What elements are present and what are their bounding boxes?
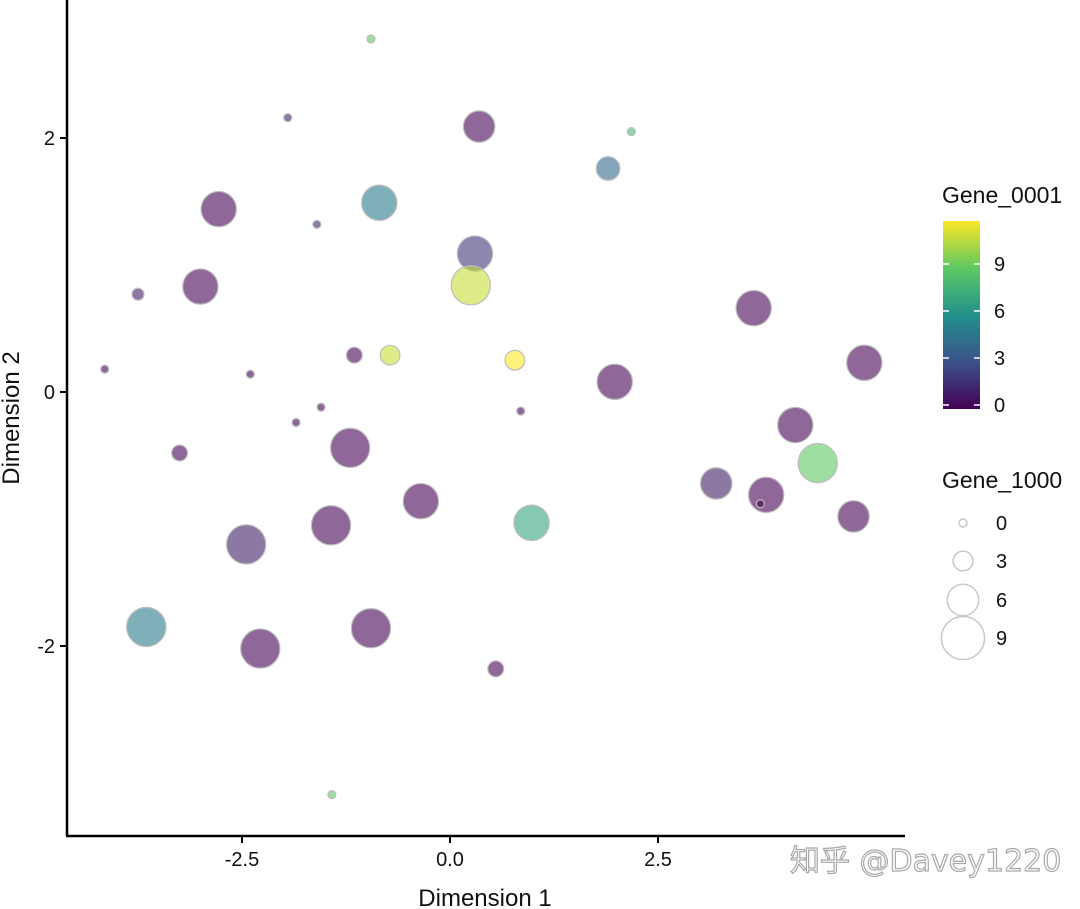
data-point [462,110,496,143]
data-point [777,406,814,444]
data-point [245,369,255,379]
data-point [846,344,883,382]
data-point [797,442,838,484]
data-point [487,660,505,678]
data-point [240,628,281,669]
watermark-text: 知乎 @Davey1220 [790,844,1061,879]
x-axis-title: Dimension 1 [418,885,551,909]
data-point [345,346,363,364]
size-legend-items: 0 3 6 9 [940,513,1007,661]
size-legend-label: 6 [996,590,1007,612]
data-point [291,417,301,428]
data-point [327,789,337,800]
data-point [596,363,633,401]
data-point [316,402,326,412]
size-legend-circle [946,583,980,617]
data-point [755,499,765,509]
data-point [283,113,293,123]
colorbar [943,221,980,409]
x-tick-label: -2.5 [225,849,259,871]
data-point [329,427,371,469]
data-point [361,184,398,222]
data-point [131,287,145,301]
data-point [626,127,636,137]
data-point [504,349,526,371]
size-legend-label: 0 [996,513,1007,535]
data-point [699,467,733,500]
data-point [182,268,219,305]
size-legend-label: 3 [996,551,1007,573]
x-tick-label: 0.0 [436,849,464,871]
size-legend-label: 9 [996,628,1007,650]
data-point [402,482,440,520]
size-legend-circle [940,615,986,661]
y-tick-label: -2 [37,636,55,658]
data-point [200,190,237,228]
data-point [312,219,322,229]
size-legend-title: Gene_1000 [942,467,1062,493]
data-point [595,156,621,181]
data-point [516,406,526,416]
data-point [735,289,772,327]
y-tick-label: 2 [44,128,55,150]
data-point [366,34,376,44]
data-point [126,606,167,648]
color-legend: Gene_0001 9 6 3 0 [942,182,1062,417]
size-legend-circle [952,550,974,572]
colorbar-tick-label: 6 [994,301,1005,323]
data-point [379,344,401,366]
data-point [747,476,785,514]
data-point [837,500,870,533]
color-legend-title: Gene_0001 [942,182,1062,208]
data-point [350,608,392,649]
data-point [100,364,110,374]
data-point [225,524,267,565]
x-tick-label: 2.5 [644,849,672,871]
y-axis-ticks: 2 0 -2 [37,128,67,658]
y-tick-label: 0 [44,382,55,404]
y-axis-title: Dimension 2 [0,351,25,484]
data-point [513,504,550,542]
x-axis-ticks: -2.5 0.0 2.5 [225,836,672,871]
colorbar-tick-label: 0 [994,395,1005,417]
colorbar-ticks: 9 6 3 0 [943,254,1005,417]
size-legend-circle [958,518,968,528]
size-legend: Gene_1000 0 3 6 9 [940,467,1062,661]
colorbar-tick-label: 3 [994,348,1005,370]
colorbar-tick-label: 9 [994,254,1005,276]
points-layer [100,34,883,800]
data-point [171,444,189,462]
data-point [310,505,352,546]
data-point [450,265,491,306]
